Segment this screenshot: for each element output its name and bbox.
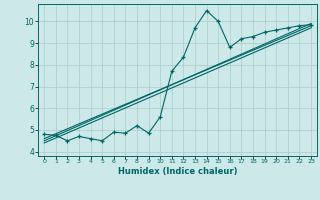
X-axis label: Humidex (Indice chaleur): Humidex (Indice chaleur) bbox=[118, 167, 237, 176]
